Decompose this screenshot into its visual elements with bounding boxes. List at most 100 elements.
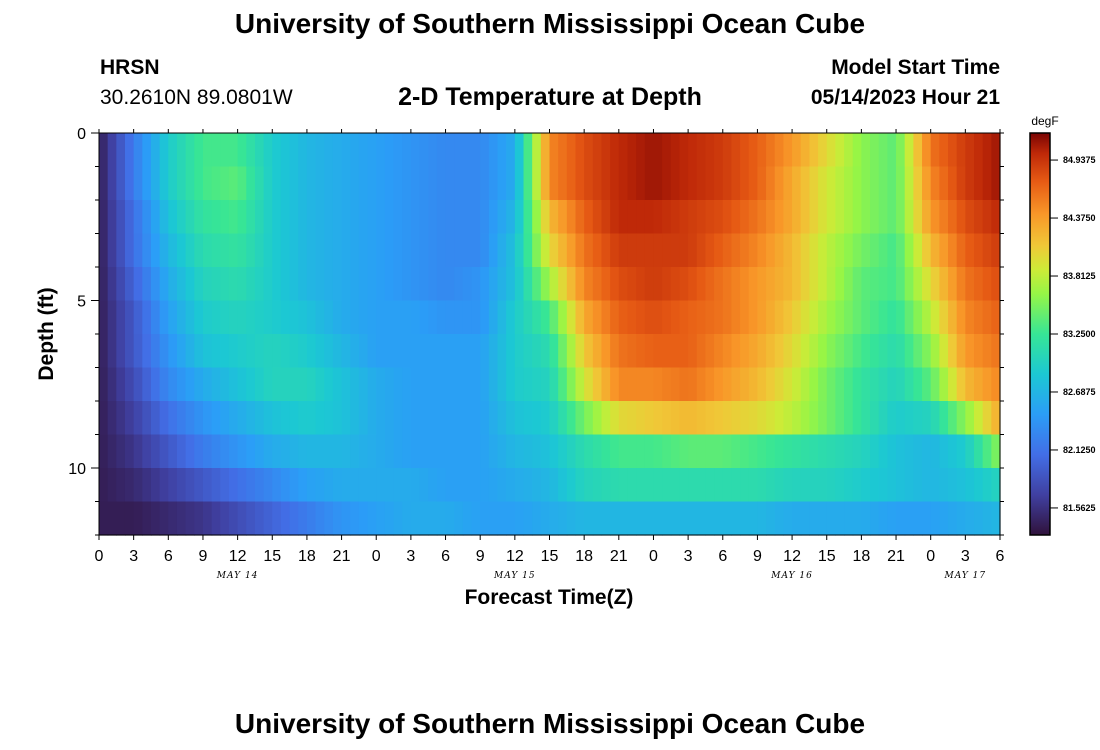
heatmap-cell <box>202 166 213 201</box>
heatmap-cell <box>818 200 828 235</box>
heatmap-cell <box>956 166 966 201</box>
heatmap-cell <box>930 334 940 369</box>
heatmap-cell <box>627 501 637 536</box>
heatmap-cell <box>844 401 854 436</box>
heatmap-cell <box>922 133 932 168</box>
heatmap-cell <box>99 200 109 235</box>
heatmap-cell <box>228 401 239 436</box>
heatmap-cell <box>722 200 733 235</box>
x-tick-label: 9 <box>476 548 485 565</box>
heatmap-cell <box>462 367 473 402</box>
heatmap-cell <box>714 334 724 369</box>
heatmap-cell <box>783 434 793 469</box>
heatmap-cell <box>246 166 256 201</box>
heatmap-cell <box>324 434 334 469</box>
heatmap-cell <box>358 367 369 402</box>
heatmap-cell <box>688 133 698 168</box>
heatmap-cell <box>774 367 785 402</box>
heatmap-cell <box>454 367 464 402</box>
heatmap-cell <box>376 300 386 335</box>
heatmap-cell <box>454 434 464 469</box>
heatmap-cell <box>384 401 395 436</box>
heatmap-cell <box>965 166 975 201</box>
heatmap-cell <box>575 401 585 436</box>
heatmap-cell <box>480 367 490 402</box>
heatmap-cell <box>228 367 239 402</box>
heatmap-cell <box>896 233 906 268</box>
heatmap-cell <box>818 334 828 369</box>
heatmap-cell <box>367 200 377 235</box>
heatmap-cell <box>202 468 213 503</box>
heatmap-cell <box>237 166 247 201</box>
heatmap-cell <box>653 300 663 335</box>
heatmap-cell <box>176 501 187 536</box>
heatmap-cell <box>428 367 438 402</box>
heatmap-cell <box>358 501 369 536</box>
heatmap-cell <box>324 267 334 302</box>
heatmap-cell <box>332 468 343 503</box>
heatmap-cell <box>566 233 577 268</box>
heatmap-cell <box>506 401 516 436</box>
heatmap-cell <box>575 200 585 235</box>
heatmap-cell <box>289 233 299 268</box>
heatmap-cell <box>913 468 923 503</box>
heatmap-cell <box>506 300 516 335</box>
heatmap-cell <box>913 133 923 168</box>
heatmap-cell <box>965 233 975 268</box>
heatmap-cell <box>315 334 325 369</box>
heatmap-cell <box>116 501 126 536</box>
heatmap-cell <box>237 401 247 436</box>
heatmap-cell <box>462 300 473 335</box>
heatmap-cell <box>965 300 975 335</box>
heatmap-cell <box>566 434 577 469</box>
heatmap-cell <box>358 334 369 369</box>
heatmap-cell <box>644 166 655 201</box>
heatmap-cell <box>982 334 992 369</box>
heatmap-cell <box>185 267 195 302</box>
heatmap-cell <box>159 200 169 235</box>
heatmap-cell <box>280 468 291 503</box>
heatmap-cell <box>142 367 152 402</box>
heatmap-cell <box>107 133 117 168</box>
heatmap-cell <box>783 468 793 503</box>
heatmap-cell <box>584 267 594 302</box>
heatmap-cell <box>636 401 646 436</box>
heatmap-cell <box>116 434 126 469</box>
heatmap-cell <box>211 233 221 268</box>
heatmap-cell <box>792 233 802 268</box>
heatmap-cell <box>800 468 810 503</box>
heatmap-cell <box>298 166 308 201</box>
heatmap-cell <box>445 300 455 335</box>
heatmap-cell <box>974 300 984 335</box>
heatmap-cell <box>783 133 793 168</box>
heatmap-cell <box>532 468 542 503</box>
heatmap-cell <box>254 367 265 402</box>
heatmap-cell <box>133 233 143 268</box>
heatmap-cell <box>246 434 256 469</box>
heatmap-cell <box>688 300 698 335</box>
heatmap-cell <box>142 434 152 469</box>
heatmap-cell <box>982 468 992 503</box>
heatmap-cell <box>818 434 828 469</box>
heatmap-cell <box>809 468 819 503</box>
heatmap-cell <box>566 501 577 536</box>
heatmap-cell <box>462 334 473 369</box>
heatmap-cell <box>532 166 542 201</box>
heatmap-cell <box>653 434 663 469</box>
heatmap-cell <box>480 133 490 168</box>
heatmap-cell <box>549 401 559 436</box>
heatmap-cell <box>644 133 655 168</box>
heatmap-cell <box>679 334 689 369</box>
heatmap-cell <box>107 200 117 235</box>
heatmap-cell <box>800 133 810 168</box>
heatmap-cell <box>402 200 412 235</box>
heatmap-cell <box>636 501 646 536</box>
heatmap-cell <box>861 300 871 335</box>
heatmap-cell <box>991 133 1001 168</box>
heatmap-cell <box>376 367 386 402</box>
x-tick-label: 21 <box>887 548 905 565</box>
heatmap-cell <box>618 501 629 536</box>
heatmap-cell <box>610 367 620 402</box>
heatmap-cell <box>133 367 143 402</box>
heatmap-cell <box>748 300 759 335</box>
